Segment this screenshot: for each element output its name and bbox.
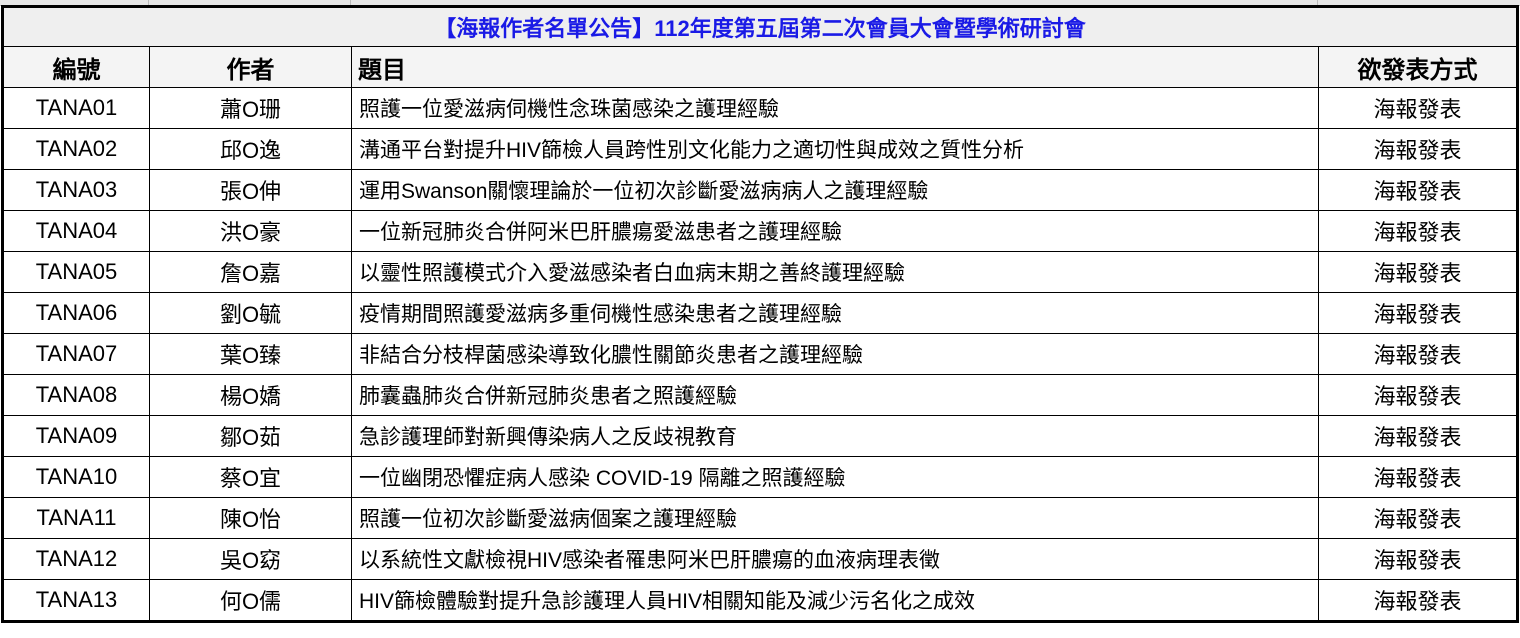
cell-author: 劉O毓 — [149, 292, 352, 334]
table-row: TANA13 何O儒 HIV篩檢體驗對提升急診護理人員HIV相關知能及減少污名化之成… — [2, 579, 1518, 622]
cell-method: 海報發表 — [1318, 87, 1518, 129]
cell-id: TANA04 — [2, 210, 150, 252]
table-row: TANA09 鄒O茹 急診護理師對新興傳染病人之反歧視教育 海報發表 — [2, 415, 1518, 457]
table-row: TANA02 邱O逸 溝通平台對提升HIV篩檢人員跨性別文化能力之適切性與成效之質性… — [2, 128, 1518, 170]
cell-method: 海報發表 — [1318, 210, 1518, 252]
cell-topic: 以系統性文獻檢視HIV感染者罹患阿米巴肝膿瘍的血液病理表徵 — [351, 538, 1319, 580]
cell-method: 海報發表 — [1318, 292, 1518, 334]
cell-author: 詹O嘉 — [149, 251, 352, 293]
table-row: TANA06 劉O毓 疫情期間照護愛滋病多重伺機性感染患者之護理經驗 海報發表 — [2, 292, 1518, 334]
cell-author: 何O儒 — [149, 579, 352, 622]
table-row: TANA01 蕭O珊 照護一位愛滋病伺機性念珠菌感染之護理經驗 海報發表 — [2, 87, 1518, 129]
table-row: TANA03 張O伸 運用Swanson關懷理論於一位初次診斷愛滋病病人之護理經驗海… — [2, 169, 1518, 211]
cell-topic: 非結合分枝桿菌感染導致化膿性關節炎患者之護理經驗 — [351, 333, 1319, 375]
cell-author: 蕭O珊 — [149, 87, 352, 129]
cell-id: TANA13 — [2, 579, 150, 622]
cell-author: 陳O怡 — [149, 497, 352, 539]
cell-id: TANA08 — [2, 374, 150, 416]
cell-author: 鄒O茹 — [149, 415, 352, 457]
table-row: TANA04 洪O豪 一位新冠肺炎合併阿米巴肝膿瘍愛滋患者之護理經驗 海報發表 — [2, 210, 1518, 252]
cell-method: 海報發表 — [1318, 128, 1518, 170]
cell-id: TANA07 — [2, 333, 150, 375]
cell-topic: 運用Swanson關懷理論於一位初次診斷愛滋病病人之護理經驗 — [351, 169, 1319, 211]
cell-topic: 一位新冠肺炎合併阿米巴肝膿瘍愛滋患者之護理經驗 — [351, 210, 1319, 252]
cell-topic: 溝通平台對提升HIV篩檢人員跨性別文化能力之適切性與成效之質性分析 — [351, 128, 1319, 170]
cell-author: 蔡O宜 — [149, 456, 352, 498]
table-row: TANA05 詹O嘉 以靈性照護模式介入愛滋感染者白血病末期之善終護理經驗 海報發表 — [2, 251, 1518, 293]
poster-author-table: 【海報作者名單公告】112年度第五屆第二次會員大會暨學術研討會 編號 作者 題目… — [1, 5, 1519, 623]
cell-method: 海報發表 — [1318, 251, 1518, 293]
column-divider — [1317, 0, 1318, 5]
cell-id: TANA01 — [2, 87, 150, 129]
cell-id: TANA11 — [2, 497, 150, 539]
cell-method: 海報發表 — [1318, 333, 1518, 375]
cell-topic: HIV篩檢體驗對提升急診護理人員HIV相關知能及減少污名化之成效 — [351, 579, 1319, 622]
cell-id: TANA05 — [2, 251, 150, 293]
table-row: TANA07 葉O臻 非結合分枝桿菌感染導致化膿性關節炎患者之護理經驗 海報發表 — [2, 333, 1518, 375]
cell-topic: 照護一位初次診斷愛滋病個案之護理經驗 — [351, 497, 1319, 539]
header-method: 欲發表方式 — [1318, 46, 1518, 88]
cell-topic: 急診護理師對新興傳染病人之反歧視教育 — [351, 415, 1319, 457]
cell-id: TANA02 — [2, 128, 150, 170]
cell-author: 張O伸 — [149, 169, 352, 211]
header-row: 編號 作者 題目 欲發表方式 — [2, 46, 1518, 88]
cell-topic: 一位幽閉恐懼症病人感染 COVID-19 隔離之照護經驗 — [351, 456, 1319, 498]
cell-author: 邱O逸 — [149, 128, 352, 170]
cell-author: 葉O臻 — [149, 333, 352, 375]
cell-id: TANA09 — [2, 415, 150, 457]
cell-topic: 肺囊蟲肺炎合併新冠肺炎患者之照護經驗 — [351, 374, 1319, 416]
table-row: TANA10 蔡O宜 一位幽閉恐懼症病人感染 COVID-19 隔離之照護經驗 海報發… — [2, 456, 1518, 498]
table-row: TANA12 吳O窈 以系統性文獻檢視HIV感染者罹患阿米巴肝膿瘍的血液病理表徵 海報… — [2, 538, 1518, 580]
cell-topic: 以靈性照護模式介入愛滋感染者白血病末期之善終護理經驗 — [351, 251, 1319, 293]
cell-method: 海報發表 — [1318, 374, 1518, 416]
cell-author: 洪O豪 — [149, 210, 352, 252]
cell-id: TANA03 — [2, 169, 150, 211]
cell-method: 海報發表 — [1318, 579, 1518, 622]
cell-id: TANA12 — [2, 538, 150, 580]
column-divider — [350, 0, 351, 5]
column-divider — [148, 0, 149, 5]
title-row: 【海報作者名單公告】112年度第五屆第二次會員大會暨學術研討會 — [2, 6, 1518, 47]
table-row: TANA11 陳O怡 照護一位初次診斷愛滋病個案之護理經驗 海報發表 — [2, 497, 1518, 539]
cell-method: 海報發表 — [1318, 456, 1518, 498]
cell-topic: 疫情期間照護愛滋病多重伺機性感染患者之護理經驗 — [351, 292, 1319, 334]
cell-author: 楊O嬌 — [149, 374, 352, 416]
cell-topic: 照護一位愛滋病伺機性念珠菌感染之護理經驗 — [351, 87, 1319, 129]
cell-method: 海報發表 — [1318, 169, 1518, 211]
cell-method: 海報發表 — [1318, 497, 1518, 539]
header-topic: 題目 — [351, 46, 1319, 88]
header-id: 編號 — [2, 46, 150, 88]
cell-author: 吳O窈 — [149, 538, 352, 580]
table-row: TANA08 楊O嬌 肺囊蟲肺炎合併新冠肺炎患者之照護經驗 海報發表 — [2, 374, 1518, 416]
cell-method: 海報發表 — [1318, 415, 1518, 457]
cell-method: 海報發表 — [1318, 538, 1518, 580]
table-title: 【海報作者名單公告】112年度第五屆第二次會員大會暨學術研討會 — [2, 6, 1518, 47]
cell-id: TANA06 — [2, 292, 150, 334]
cell-id: TANA10 — [2, 456, 150, 498]
header-author: 作者 — [149, 46, 352, 88]
